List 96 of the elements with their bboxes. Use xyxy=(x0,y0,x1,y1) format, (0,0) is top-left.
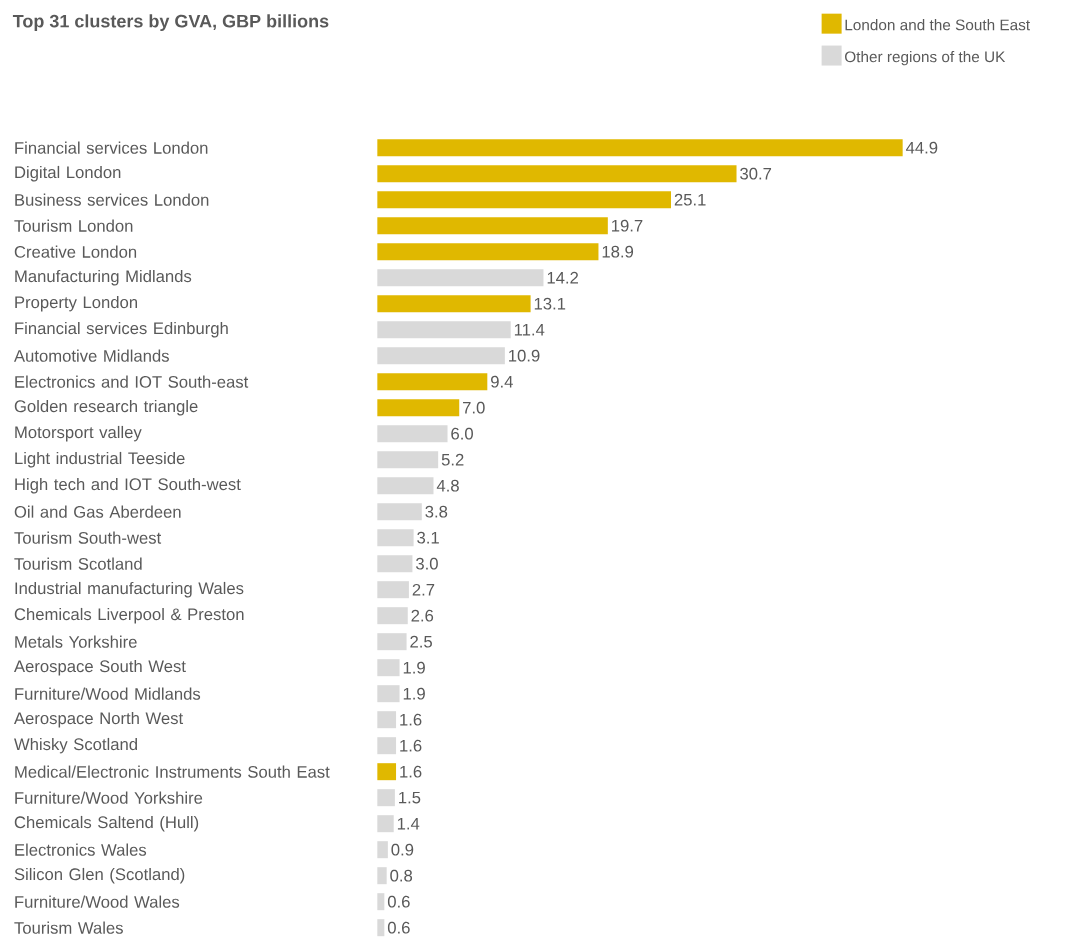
bar xyxy=(377,685,400,703)
bar xyxy=(377,763,397,781)
bar xyxy=(377,477,434,495)
bar xyxy=(377,789,395,807)
data-label: 1.4 xyxy=(397,817,420,830)
data-label: 1.9 xyxy=(403,661,425,674)
bar xyxy=(377,711,397,729)
data-label: 0.6 xyxy=(387,921,410,934)
data-label: 3.0 xyxy=(415,557,438,570)
y-tick-label: Silicon Glen (Scotland) xyxy=(14,867,185,884)
data-label: 4.8 xyxy=(436,479,459,492)
data-label: 13.1 xyxy=(534,297,566,310)
bar xyxy=(377,529,414,547)
bar xyxy=(377,243,599,261)
y-tick-label: Automotive Midlands xyxy=(13,349,169,362)
y-tick-label: High tech and IOT South-west xyxy=(15,477,241,494)
data-label: 9.4 xyxy=(491,375,513,388)
data-label: 14.2 xyxy=(547,271,578,284)
data-label: 5.2 xyxy=(441,453,464,466)
y-tick-label: Medical/Electronic Instruments South East xyxy=(15,765,330,778)
y-tick-label: Furniture/Wood Midlands xyxy=(15,687,201,700)
text: Top 31 clusters by GVA, GBP billions xyxy=(12,14,329,32)
bar xyxy=(377,815,394,833)
legend-label: Other regions of the UK xyxy=(845,51,1006,66)
y-tick-label: Electronics and IOT South-east xyxy=(15,375,249,388)
y-tick-label: Industrial manufacturing Wales xyxy=(15,581,244,598)
bar xyxy=(377,841,388,859)
data-label: 1.5 xyxy=(399,791,421,804)
bar xyxy=(377,217,608,235)
y-tick-label: Aerospace North West xyxy=(13,711,184,728)
data-label: 3.1 xyxy=(417,531,439,544)
y-tick-label: Furniture/Wood Wales xyxy=(15,895,180,908)
y-tick-label: Metals Yorkshire xyxy=(15,635,137,648)
bar xyxy=(377,893,385,911)
y-tick-label: Electronics Wales xyxy=(15,843,147,856)
bar xyxy=(377,581,409,599)
y-tick-label: Creative London xyxy=(14,245,137,258)
bar xyxy=(377,633,407,651)
bar xyxy=(377,165,737,183)
data-label: 0.8 xyxy=(390,869,413,882)
bar xyxy=(377,607,408,625)
bar xyxy=(377,347,505,365)
y-tick-label: Financial services Edinburgh xyxy=(15,321,228,338)
bar xyxy=(377,321,511,339)
data-label: 2.7 xyxy=(412,583,435,596)
y-tick-label: Chemicals Liverpool & Preston xyxy=(14,607,244,624)
bar xyxy=(377,867,387,885)
bar xyxy=(377,737,397,755)
y-tick-label: Digital London xyxy=(15,165,121,182)
data-label: 10.9 xyxy=(509,349,540,362)
y-tick-label: Furniture/Wood Yorkshire xyxy=(15,791,203,804)
y-tick-label: Whisky Scotland xyxy=(14,737,137,754)
data-label: 6.0 xyxy=(451,427,473,440)
data-label: 19.7 xyxy=(612,219,643,232)
data-label: 2.5 xyxy=(410,635,432,648)
data-label: 1.6 xyxy=(400,765,422,778)
data-label: 1.9 xyxy=(403,687,425,700)
y-tick-label: Light industrial Teeside xyxy=(15,451,185,468)
y-tick-label: Golden research triangle xyxy=(14,399,198,416)
data-label: 25.1 xyxy=(674,193,706,206)
data-label: 0.9 xyxy=(391,843,414,856)
data-label: 44.9 xyxy=(905,141,938,154)
y-tick-label: Tourism Wales xyxy=(14,921,123,934)
data-label: 0.6 xyxy=(387,895,410,908)
y-tick-label: Tourism South-west xyxy=(14,531,162,544)
y-tick-label: Chemicals Saltend (Hull) xyxy=(14,815,199,832)
y-tick-label: Aerospace South West xyxy=(13,659,186,676)
data-label: 18.9 xyxy=(602,245,634,258)
bar xyxy=(377,919,385,937)
y-tick-label: Tourism Scotland xyxy=(14,557,142,570)
bar xyxy=(377,503,422,521)
y-tick-label: Oil and Gas Aberdeen xyxy=(14,505,181,518)
bar xyxy=(377,451,439,469)
bar xyxy=(377,399,460,417)
bar xyxy=(377,139,903,157)
y-tick-label: Business services London xyxy=(15,193,209,206)
bar xyxy=(377,269,544,287)
y-tick-label: Motorsport valley xyxy=(15,425,142,442)
data-label: 11.4 xyxy=(514,323,545,336)
data-label: 1.6 xyxy=(400,739,422,752)
bar xyxy=(377,295,531,313)
data-label: 1.6 xyxy=(400,713,422,726)
data-label: 2.6 xyxy=(411,609,434,622)
y-tick-label: Tourism London xyxy=(14,219,133,232)
bar xyxy=(377,191,671,209)
y-tick-label: Financial services London xyxy=(15,141,208,154)
bar xyxy=(377,659,400,677)
data-label: 30.7 xyxy=(740,167,772,180)
data-label: 7.0 xyxy=(463,401,485,414)
bar xyxy=(377,373,488,391)
legend-label: London and the South East xyxy=(845,19,1030,31)
bar xyxy=(377,555,413,573)
bar xyxy=(377,425,448,443)
y-tick-label: Manufacturing Midlands xyxy=(15,269,192,286)
y-tick-label: Property London xyxy=(15,295,137,312)
data-label: 3.8 xyxy=(425,505,448,518)
